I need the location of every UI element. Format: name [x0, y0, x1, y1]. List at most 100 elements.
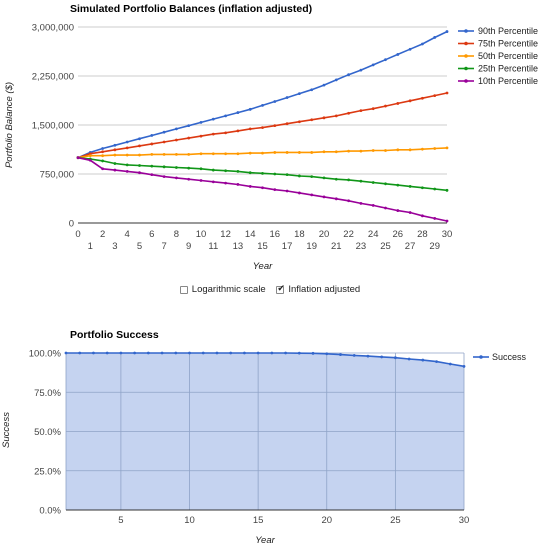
- data-point: [162, 130, 166, 134]
- x-tick-label: 5: [118, 515, 123, 526]
- x-tick-label: 28: [417, 229, 428, 240]
- data-point: [445, 91, 449, 95]
- data-point: [310, 88, 314, 92]
- data-point: [229, 351, 233, 355]
- x-tick-label: 17: [282, 241, 293, 252]
- data-point: [175, 166, 178, 169]
- data-point: [162, 153, 166, 156]
- data-point: [273, 100, 277, 103]
- checkbox-checked-icon[interactable]: [276, 284, 285, 294]
- data-point: [310, 151, 314, 154]
- data-point: [199, 167, 203, 171]
- data-point: [224, 152, 228, 156]
- data-point: [146, 351, 150, 355]
- data-point: [92, 351, 95, 355]
- data-point: [421, 147, 424, 151]
- data-point: [396, 102, 400, 105]
- x-tick-label: 25: [380, 241, 391, 252]
- data-point: [211, 152, 215, 156]
- data-point: [125, 163, 129, 167]
- inflation-adjusted-checkbox[interactable]: Inflation adjusted: [276, 284, 360, 295]
- data-point: [201, 351, 205, 355]
- data-point: [162, 175, 166, 179]
- x-tick-label: 22: [343, 229, 354, 240]
- legend-marker: [464, 41, 468, 46]
- y-tick-label: 3,000,000: [32, 23, 74, 34]
- data-point: [285, 189, 289, 193]
- data-point: [199, 134, 203, 138]
- data-point: [243, 351, 246, 355]
- data-point: [261, 171, 264, 175]
- data-point: [199, 152, 203, 156]
- x-tick-label: 0: [75, 229, 80, 240]
- success-line: [66, 352, 465, 368]
- x-tick-label: 2: [100, 229, 105, 240]
- data-point: [187, 124, 191, 128]
- x-tick-label: 29: [429, 241, 440, 252]
- y-tick-label: 2,250,000: [32, 72, 74, 83]
- data-point: [138, 171, 141, 175]
- data-point: [256, 351, 260, 355]
- data-point: [224, 181, 228, 185]
- data-point: [160, 351, 164, 355]
- series-line-1: [77, 30, 448, 159]
- data-point: [211, 168, 215, 172]
- data-point: [88, 152, 92, 156]
- data-point: [113, 143, 117, 147]
- data-point: [285, 96, 289, 99]
- y-tick-label: 50.0%: [34, 427, 61, 438]
- data-point: [371, 181, 375, 184]
- data-point: [88, 158, 92, 162]
- data-point: [199, 179, 203, 182]
- data-point: [445, 146, 449, 150]
- data-point: [105, 351, 109, 355]
- data-point: [322, 195, 326, 199]
- data-point: [113, 168, 117, 172]
- y-tick-label: 75.0%: [34, 388, 61, 399]
- data-point: [339, 353, 342, 356]
- data-point: [396, 183, 400, 187]
- data-point: [298, 120, 301, 124]
- logarithmic-scale-checkbox[interactable]: Logarithmic scale: [179, 284, 266, 295]
- data-point: [101, 150, 104, 154]
- y-axis-title: Success: [1, 412, 12, 448]
- x-axis-title: Year: [255, 535, 275, 546]
- data-point: [396, 209, 400, 212]
- data-point: [113, 153, 117, 157]
- x-tick-label: 20: [321, 515, 332, 526]
- chart-title: Portfolio Success: [70, 329, 159, 341]
- data-point: [162, 165, 166, 169]
- data-point: [421, 358, 425, 362]
- data-point: [310, 175, 314, 179]
- data-point: [78, 351, 82, 355]
- data-point: [261, 126, 264, 130]
- data-point: [273, 124, 277, 128]
- data-point: [285, 173, 289, 177]
- x-tick-label: 20: [319, 229, 330, 240]
- data-point: [384, 182, 387, 186]
- data-point: [421, 214, 424, 218]
- y-tick-label: 0: [69, 219, 74, 230]
- data-point: [393, 356, 397, 360]
- data-point: [310, 118, 314, 122]
- data-point: [408, 211, 412, 214]
- data-point: [433, 217, 437, 220]
- data-point: [150, 164, 154, 168]
- legend-label: 75th Percentile: [478, 39, 538, 49]
- y-tick-label: 0.0%: [39, 506, 61, 517]
- data-point: [407, 357, 411, 361]
- data-point: [76, 156, 80, 160]
- data-point: [236, 129, 240, 133]
- checkbox-icon[interactable]: [179, 285, 188, 294]
- data-point: [297, 351, 301, 355]
- y-tick-label: 1,500,000: [32, 121, 74, 132]
- data-point: [322, 83, 326, 87]
- data-point: [273, 172, 277, 176]
- data-point: [311, 351, 315, 355]
- y-tick-label: 750,000: [40, 170, 74, 181]
- data-point: [408, 47, 412, 51]
- x-tick-label: 21: [331, 241, 342, 252]
- data-point: [298, 92, 301, 96]
- data-point: [64, 351, 68, 355]
- y-tick-label: 25.0%: [34, 466, 61, 477]
